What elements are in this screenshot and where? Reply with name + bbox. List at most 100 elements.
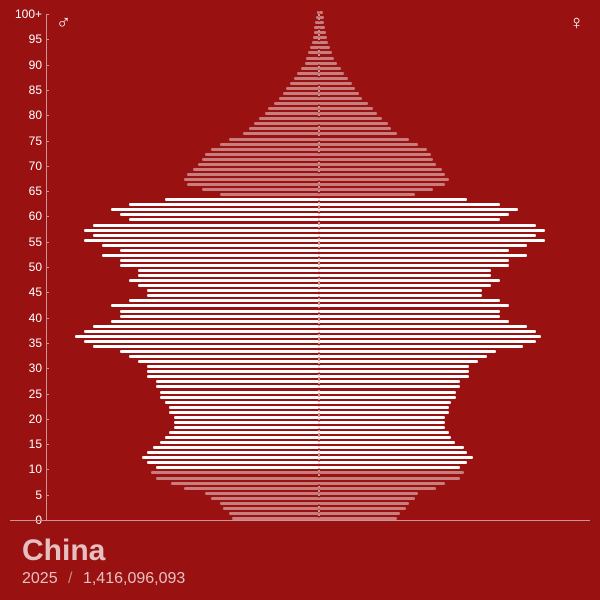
male-bar — [160, 441, 319, 444]
age-row — [48, 92, 590, 95]
y-tick-label: 5 — [35, 489, 42, 501]
male-bar — [147, 289, 319, 292]
age-row — [48, 224, 590, 227]
male-bar — [111, 208, 319, 211]
y-axis: 0510152025303540455055606570758085909510… — [0, 14, 47, 520]
male-bar — [120, 213, 319, 216]
male-bar — [160, 396, 319, 399]
male-bar — [184, 178, 320, 181]
male-bar — [129, 203, 319, 206]
male-bar — [220, 502, 319, 505]
female-bar — [319, 385, 460, 388]
y-tick-label: 100+ — [15, 8, 42, 20]
female-bar — [319, 36, 327, 39]
age-row — [48, 127, 590, 130]
male-bar — [259, 117, 319, 120]
female-bar — [319, 340, 536, 343]
age-row — [48, 345, 590, 348]
footer: China 2025 / 1,416,096,093 — [22, 530, 578, 588]
female-bar — [319, 208, 518, 211]
age-row — [48, 107, 590, 110]
age-row — [48, 193, 590, 196]
male-bar — [229, 138, 319, 141]
male-bar — [169, 411, 319, 414]
y-tick-label: 25 — [29, 388, 42, 400]
age-row — [48, 370, 590, 373]
female-bar — [319, 421, 445, 424]
age-row — [48, 244, 590, 247]
female-bar — [319, 264, 509, 267]
female-bar — [319, 77, 348, 80]
age-row — [48, 325, 590, 328]
separator: / — [68, 570, 72, 587]
country-name: China — [22, 534, 578, 568]
age-row — [48, 188, 590, 191]
male-bar — [93, 345, 319, 348]
y-tick-label: 80 — [29, 109, 42, 121]
y-tick-label: 65 — [29, 185, 42, 197]
female-bar — [319, 401, 451, 404]
y-tick-label: 10 — [29, 463, 42, 475]
age-row — [48, 406, 590, 409]
male-bar — [120, 350, 319, 353]
y-tick-label: 50 — [29, 261, 42, 273]
male-bar — [93, 234, 319, 237]
age-row — [48, 62, 590, 65]
male-bar — [223, 507, 319, 510]
y-tick-label: 40 — [29, 312, 42, 324]
male-bar — [306, 57, 319, 60]
male-bar — [156, 466, 319, 469]
male-bar — [220, 193, 319, 196]
female-bar — [319, 370, 469, 373]
female-bar — [319, 249, 509, 252]
male-bar — [84, 229, 319, 232]
female-bar — [319, 279, 500, 282]
age-row — [48, 411, 590, 414]
female-bar — [319, 178, 449, 181]
female-bar — [319, 461, 467, 464]
age-row — [48, 138, 590, 141]
age-row — [48, 431, 590, 434]
male-bar — [129, 279, 319, 282]
female-bar — [319, 512, 400, 515]
female-bar — [319, 497, 415, 500]
female-bar — [319, 360, 478, 363]
age-row — [48, 512, 590, 515]
female-bar — [319, 335, 541, 338]
female-bar — [319, 289, 482, 292]
age-row — [48, 456, 590, 459]
age-row — [48, 102, 590, 105]
female-bar — [319, 127, 391, 130]
female-bar — [319, 11, 323, 14]
male-bar — [147, 370, 319, 373]
female-bar — [319, 446, 464, 449]
age-row — [48, 87, 590, 90]
male-bar — [301, 67, 319, 70]
female-bar — [319, 122, 388, 125]
age-row — [48, 451, 590, 454]
female-bar — [319, 456, 473, 459]
female-bar — [319, 310, 500, 313]
male-bar — [84, 340, 319, 343]
female-bar — [319, 274, 491, 277]
female-bar — [319, 72, 344, 75]
female-bar — [319, 436, 451, 439]
male-bar — [174, 416, 319, 419]
female-bar — [319, 350, 496, 353]
age-row — [48, 350, 590, 353]
y-tick-label: 55 — [29, 236, 42, 248]
male-bar — [308, 51, 319, 54]
age-row — [48, 365, 590, 368]
male-bar — [297, 72, 319, 75]
female-bar — [319, 426, 445, 429]
age-row — [48, 335, 590, 338]
female-bar — [319, 365, 469, 368]
male-bar — [205, 492, 319, 495]
male-bar — [138, 360, 319, 363]
male-bar — [102, 254, 319, 257]
age-row — [48, 254, 590, 257]
age-row — [48, 234, 590, 237]
male-bar — [265, 112, 319, 115]
female-bar — [319, 51, 332, 54]
age-row — [48, 284, 590, 287]
